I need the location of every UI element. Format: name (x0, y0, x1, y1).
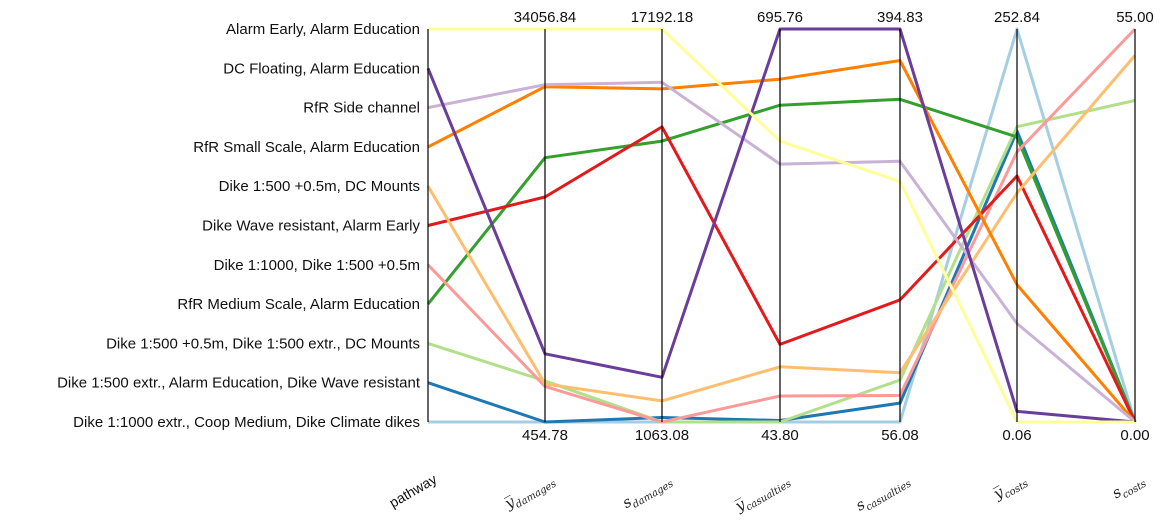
category-label-2: RfR Side channel (303, 100, 420, 117)
axes-layer (427, 29, 1136, 422)
axis-name-3: y̅casualties (731, 470, 794, 518)
axis-min-label-4: 56.08 (881, 427, 919, 444)
axis-max-label-4: 394.83 (877, 9, 923, 26)
category-label-9: Dike 1:500 extr., Alarm Education, Dike … (57, 375, 421, 392)
axis-name-0: pathway (386, 471, 439, 511)
category-label-3: RfR Small Scale, Alarm Education (193, 139, 420, 156)
axis-min-label-1: 454.78 (522, 427, 568, 444)
axis-max-label-2: 17192.18 (631, 9, 694, 26)
category-label-4: Dike 1:500 +0.5m, DC Mounts (219, 178, 420, 195)
axis-min-label-3: 43.80 (761, 427, 799, 444)
category-label-8: Dike 1:500 +0.5m, Dike 1:500 extr., DC M… (106, 335, 420, 352)
category-label-1: DC Floating, Alarm Education (223, 60, 420, 77)
axis-name-6: scosts (1109, 470, 1149, 505)
series-line-2 (427, 80, 1136, 424)
series-line-4 (426, 54, 1137, 403)
category-label-10: Dike 1:1000 extr., Coop Medium, Dike Cli… (73, 414, 420, 431)
axis-name-2: sdamages (619, 470, 675, 515)
category-label-5: Dike Wave resistant, Alarm Early (202, 218, 420, 235)
labels-layer: Alarm Early, Alarm Education DC Floating,… (57, 9, 1154, 518)
category-label-0: Alarm Early, Alarm Education (226, 21, 420, 38)
axis-max-label-6: 55.00 (1116, 9, 1154, 26)
series-layer (426, 27, 1137, 424)
axis-min-label-2: 1063.08 (635, 427, 689, 444)
axis-name-5: y̅costs (989, 470, 1030, 506)
category-label-7: RfR Medium Scale, Alarm Education (177, 296, 420, 313)
axis-name-4: scasualties (853, 470, 914, 517)
axis-max-label-3: 695.76 (757, 9, 803, 26)
category-label-6: Dike 1:1000, Dike 1:500 +0.5m (214, 257, 420, 274)
axis-max-label-1: 34056.84 (514, 9, 577, 26)
axis-min-label-5: 0.06 (1002, 427, 1031, 444)
axis-max-label-5: 252.84 (994, 9, 1040, 26)
axis-name-1: y̅damages (501, 470, 559, 516)
axis-min-label-6: 0.00 (1120, 427, 1149, 444)
